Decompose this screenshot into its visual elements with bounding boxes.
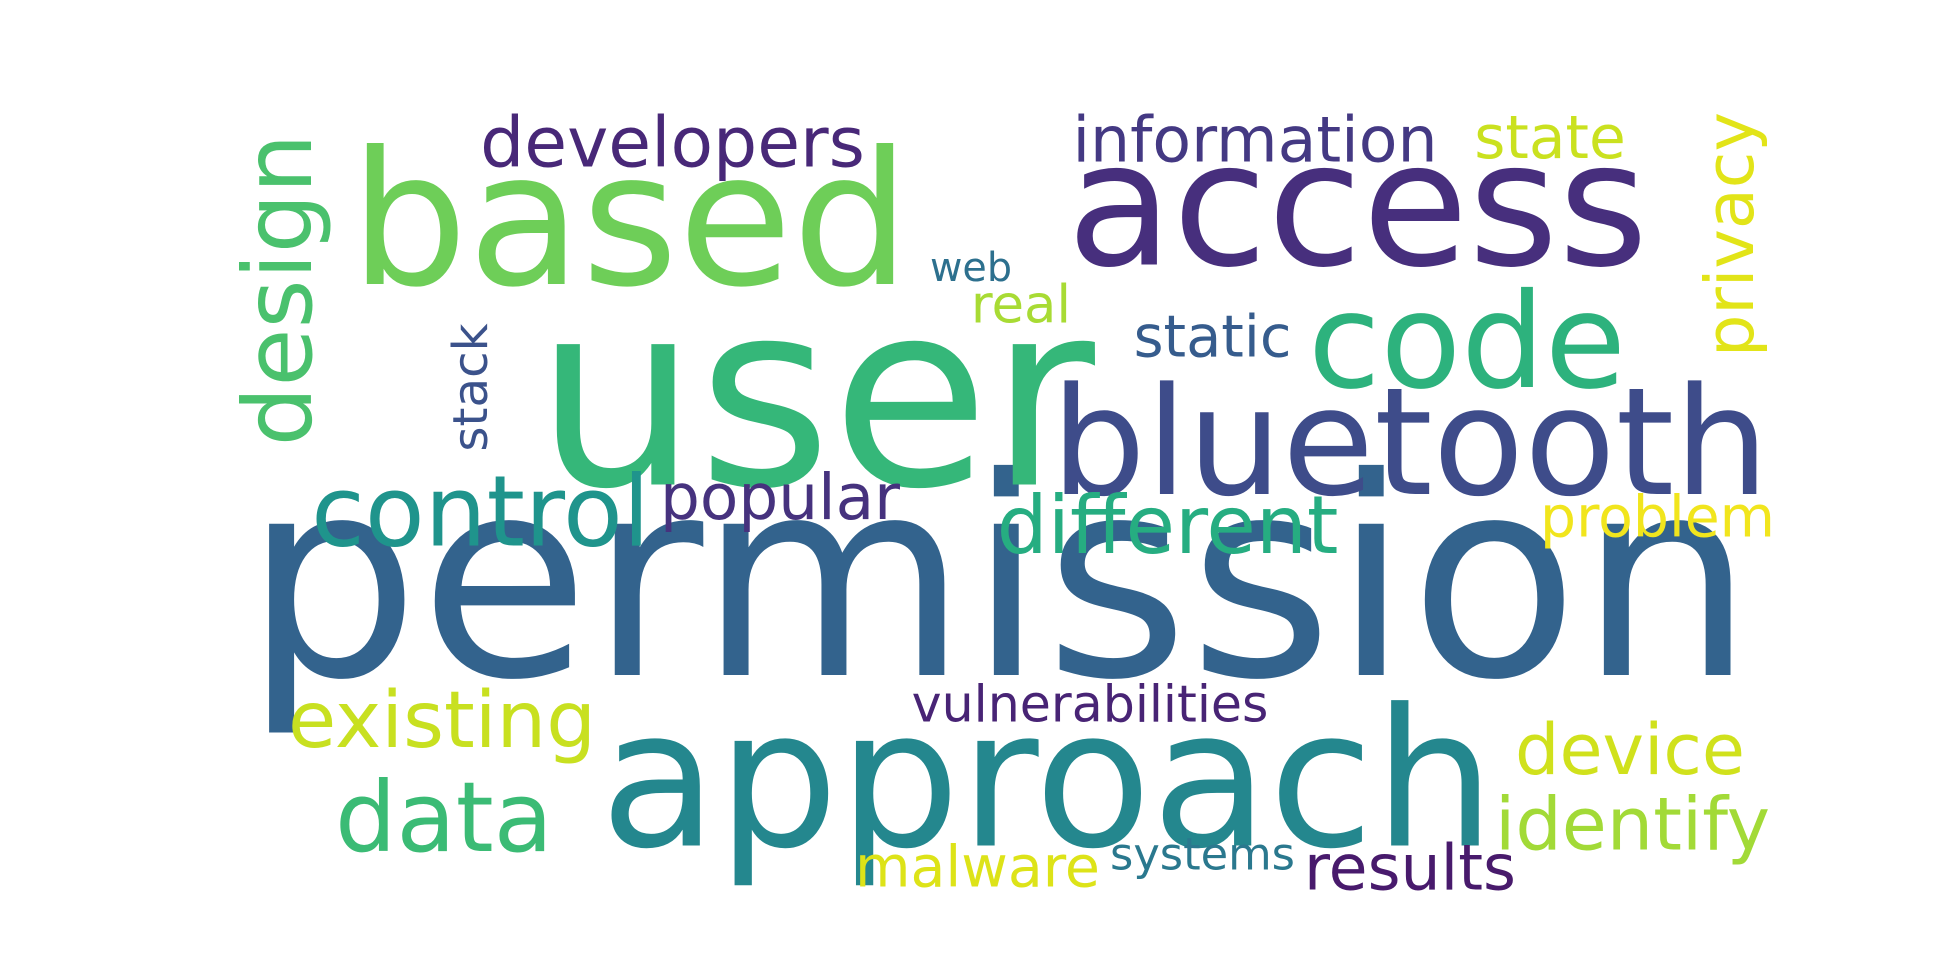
word-privacy: privacy xyxy=(1691,112,1769,357)
word-bluetooth: bluetooth xyxy=(1051,356,1769,530)
word-results: results xyxy=(1304,831,1516,905)
word-existing: existing xyxy=(288,675,596,766)
word-permission: permission xyxy=(244,419,1754,741)
word-systems: systems xyxy=(1110,828,1295,881)
word-code: code xyxy=(1308,266,1626,419)
word-design: design xyxy=(224,134,334,447)
word-approach: approach xyxy=(600,669,1495,892)
word-control: control xyxy=(311,456,650,570)
word-static: static xyxy=(1134,304,1292,371)
word-malware: malware xyxy=(855,835,1100,901)
word-state: state xyxy=(1474,103,1625,173)
word-different: different xyxy=(997,478,1339,572)
word-based: based xyxy=(350,112,910,328)
word-web: web xyxy=(930,245,1012,291)
word-vulnerabilities: vulnerabilities xyxy=(912,675,1269,734)
word-identify: identify xyxy=(1495,783,1770,868)
word-stack: stack xyxy=(443,323,499,451)
word-information: information xyxy=(1072,103,1437,177)
word-access: access xyxy=(1067,105,1648,306)
word-popular: popular xyxy=(660,461,900,534)
word-device: device xyxy=(1515,709,1745,791)
word-data: data xyxy=(335,761,553,874)
word-user: user xyxy=(535,247,1098,546)
word-problem: problem xyxy=(1540,485,1775,551)
word-real: real xyxy=(971,275,1071,336)
word-developers: developers xyxy=(480,103,865,184)
